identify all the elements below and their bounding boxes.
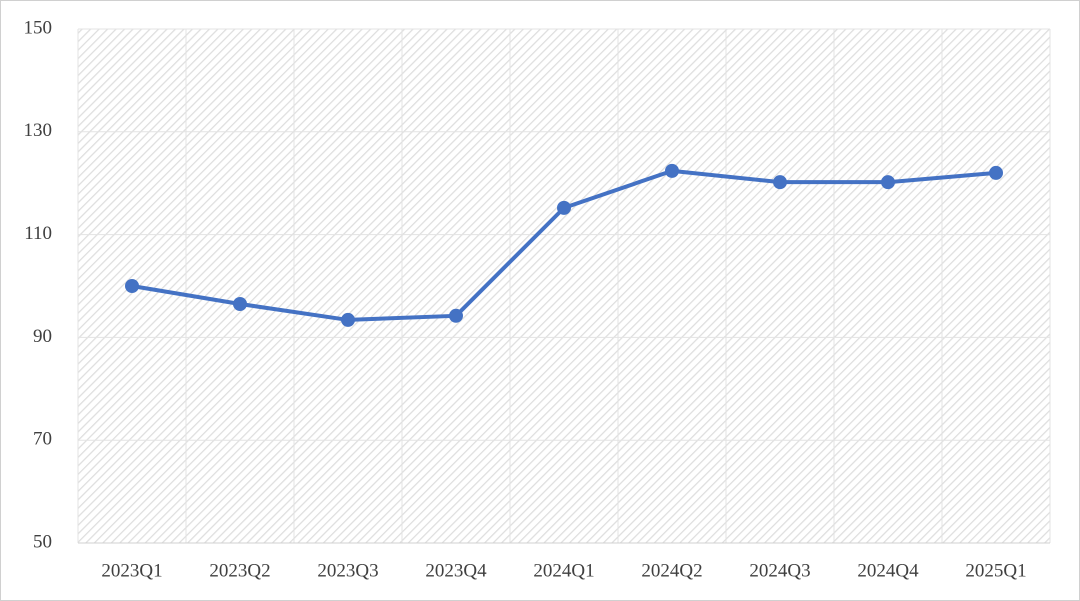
data-point [341,312,355,327]
x-tick-label: 2023Q1 [101,560,162,581]
y-tick-label: 110 [24,223,52,244]
x-tick-label: 2023Q2 [209,560,270,581]
data-point [125,279,139,293]
x-tick-label: 2024Q3 [749,560,810,581]
data-point [881,175,895,190]
data-point [557,200,571,215]
y-tick-label: 50 [33,531,52,552]
y-tick-label: 150 [24,17,53,38]
y-tick-label: 130 [24,120,53,141]
data-point [449,308,463,323]
data-point [665,163,679,178]
x-tick-label: 2024Q4 [857,560,919,581]
x-tick-label: 2023Q4 [425,560,487,581]
x-tick-label: 2023Q3 [317,560,378,581]
x-tick-label: 2025Q1 [965,560,1026,581]
data-point [773,175,787,190]
data-point [989,165,1003,180]
x-tick-label: 2024Q2 [641,560,702,581]
y-tick-label: 70 [33,429,52,450]
y-tick-label: 90 [33,326,52,347]
x-tick-label: 2024Q1 [533,560,594,581]
data-point [233,296,247,311]
plot-area [78,29,1050,543]
